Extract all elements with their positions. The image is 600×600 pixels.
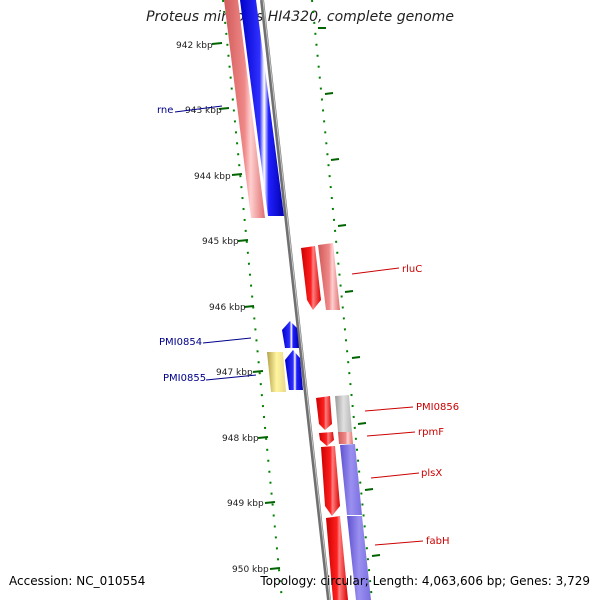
genome-summary-text: Topology: circular; Length: 4,063,606 bp… xyxy=(260,574,590,588)
feature-fabH-purple[interactable] xyxy=(347,516,371,600)
feature-rpmF-pink[interactable] xyxy=(338,432,353,444)
tick-label-945: 945 kbp xyxy=(202,237,239,247)
genome-backbone xyxy=(260,0,331,600)
tick-label-946: 946 kbp xyxy=(209,303,246,313)
gene-PMI0854[interactable] xyxy=(282,321,299,348)
tick-label-944: 944 kbp xyxy=(194,172,231,182)
label-rluC[interactable]: rluC xyxy=(402,264,422,275)
feature-plsX-purple[interactable] xyxy=(340,444,362,515)
feature-rluC-pink[interactable] xyxy=(318,243,340,310)
tick-label-949: 949 kbp xyxy=(227,499,264,509)
label-rpmF[interactable]: rpmF xyxy=(418,427,444,438)
gene-rne[interactable] xyxy=(240,0,284,216)
gene-rluC[interactable] xyxy=(301,246,321,310)
feature-rne-pink[interactable] xyxy=(224,0,265,218)
tick-label-950: 950 kbp xyxy=(232,565,269,575)
label-PMI0854[interactable]: PMI0854 xyxy=(159,337,202,348)
label-plsX[interactable]: plsX xyxy=(421,468,442,479)
gene-PMI0855[interactable] xyxy=(285,350,303,390)
label-fabH[interactable]: fabH xyxy=(426,536,450,547)
major-ticks xyxy=(211,27,381,570)
gene-PMI0856[interactable] xyxy=(316,396,332,430)
feature-PMI0856-grey[interactable] xyxy=(335,395,352,432)
label-rne[interactable]: rne xyxy=(157,105,173,116)
accession-text: Accession: NC_010554 xyxy=(9,574,146,588)
tick-label-942: 942 kbp xyxy=(176,41,213,51)
tick-label-948: 948 kbp xyxy=(222,434,259,444)
label-PMI0856[interactable]: PMI0856 xyxy=(416,402,459,413)
map-title: Proteus mirabilis HI4320, complete genom… xyxy=(146,9,454,25)
gene-fabH[interactable] xyxy=(326,516,348,600)
gene-rpmF[interactable] xyxy=(319,432,334,446)
label-PMI0855[interactable]: PMI0855 xyxy=(163,373,206,384)
gene-plsX[interactable] xyxy=(321,446,340,516)
tick-label-947: 947 kbp xyxy=(216,368,253,378)
tick-ring-left xyxy=(222,0,283,600)
feature-PMI0855-yellow[interactable] xyxy=(267,352,286,392)
tick-label-943: 943 kbp xyxy=(185,106,222,116)
tick-ring-right xyxy=(311,0,373,600)
